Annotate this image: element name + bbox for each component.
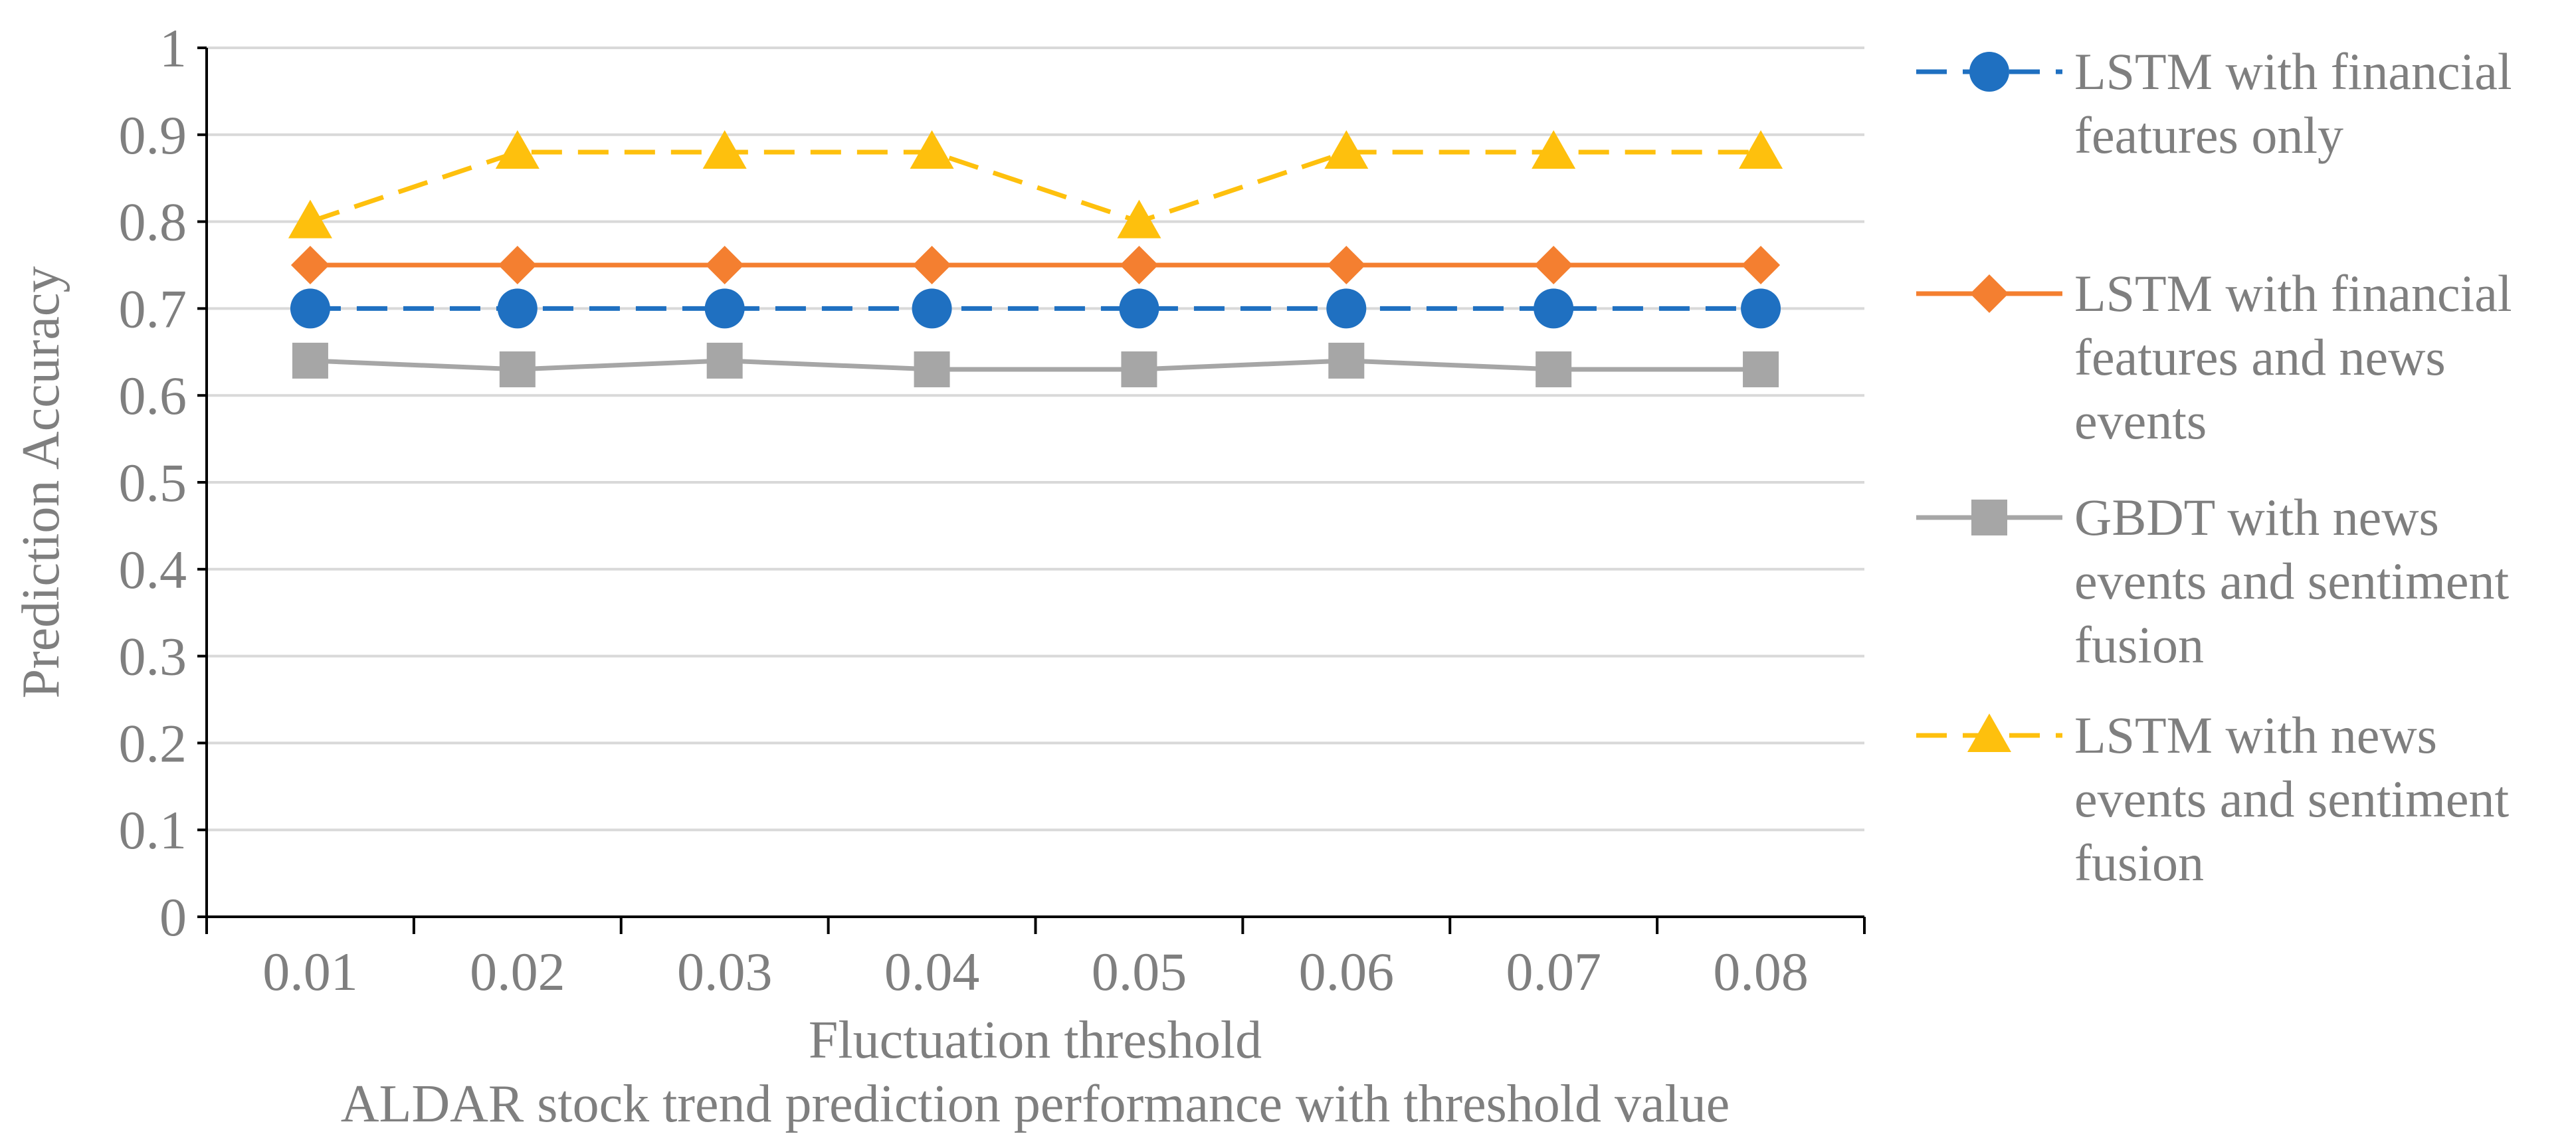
y-tick-label: 0.5 (119, 452, 187, 513)
legend-entry: GBDT with news events and sentiment fusion (1916, 488, 2509, 674)
x-tick-label: 0.07 (1506, 941, 1601, 1002)
y-tick-label: 0 (159, 887, 187, 947)
y-tick-label: 0.1 (119, 800, 187, 860)
y-axis-title: Prediction Accuracy (12, 266, 70, 699)
legend-entry: LSTM with financial features and news even… (1916, 264, 2512, 450)
data-point (1739, 130, 1783, 169)
legend-label: events (2074, 392, 2207, 450)
gridlines (207, 47, 1864, 832)
series-3 (292, 342, 1779, 387)
data-point (1532, 130, 1576, 169)
data-point (1741, 246, 1781, 284)
data-point (1324, 130, 1369, 169)
legend-label: LSTM with news (2074, 706, 2437, 764)
data-point (288, 199, 332, 238)
legend-label: features and news (2074, 328, 2446, 386)
x-tick-label: 0.06 (1299, 941, 1395, 1002)
legend-swatch-marker (1969, 52, 2009, 92)
data-point (912, 246, 951, 284)
series-1 (290, 288, 1781, 329)
x-tick-label: 0.08 (1713, 941, 1809, 1002)
data-point (1117, 199, 1161, 238)
data-point (1536, 351, 1572, 387)
series-line (309, 149, 1761, 225)
data-point (292, 342, 328, 379)
x-tick-label: 0.02 (470, 941, 565, 1002)
data-point (1121, 351, 1157, 387)
data-point (704, 288, 745, 329)
legend-swatch-marker (1967, 714, 2011, 752)
legend-entry: LSTM with financial features only (1916, 43, 2512, 164)
x-tick-label: 0.03 (677, 941, 773, 1002)
data-point (1326, 288, 1367, 329)
legend-swatch-marker (1971, 500, 2007, 535)
legend-label: events and sentiment (2074, 552, 2509, 610)
data-point (497, 288, 538, 329)
series (288, 130, 1783, 387)
data-point (705, 246, 744, 284)
data-point (1534, 288, 1574, 329)
data-point (914, 351, 950, 387)
series-4 (288, 130, 1783, 238)
y-tick-label: 0.8 (119, 192, 187, 252)
series-2 (290, 246, 1781, 284)
data-point (912, 288, 952, 329)
x-tick-label: 0.01 (262, 941, 358, 1002)
axis-ticks: 0 0.1 0.2 0.3 0.4 0.5 0.6 0.7 0.8 0.9 1 0.01 0.02 0.0… (119, 18, 1866, 1002)
legend-swatch-marker (1970, 274, 2009, 313)
data-point (1120, 246, 1159, 284)
y-tick-label: 0.9 (119, 105, 187, 165)
y-tick-label: 0.4 (119, 539, 187, 600)
data-point (499, 351, 536, 387)
legend-label: events and sentiment (2074, 770, 2509, 828)
data-point (495, 130, 540, 169)
data-point (290, 246, 330, 284)
x-tick-label: 0.05 (1092, 941, 1187, 1002)
legend-label: features only (2074, 106, 2343, 164)
legend-label: LSTM with financial (2074, 43, 2512, 100)
y-tick-label: 0.6 (119, 365, 187, 426)
legend-label: fusion (2074, 616, 2204, 674)
y-tick-label: 0.7 (119, 278, 187, 339)
data-point (702, 130, 747, 169)
data-point (910, 130, 954, 169)
y-tick-label: 0.3 (119, 626, 187, 687)
data-point (1534, 246, 1573, 284)
y-tick-label: 0.2 (119, 713, 187, 773)
data-point (290, 288, 330, 329)
legend-label: GBDT with news (2074, 488, 2439, 546)
data-point (1741, 288, 1781, 329)
x-axis-title: Fluctuation threshold (809, 1011, 1262, 1070)
data-point (1327, 246, 1366, 284)
legend-label: LSTM with financial (2074, 264, 2512, 322)
data-point (1328, 342, 1365, 379)
legend-label: fusion (2074, 834, 2204, 892)
x-tick-label: 0.04 (884, 941, 980, 1002)
data-point (1119, 288, 1159, 329)
data-point (706, 342, 743, 379)
y-tick-label: 1 (159, 18, 187, 78)
series-line (310, 358, 1761, 372)
data-point (498, 246, 537, 284)
chart-title: ALDAR stock trend prediction performance… (341, 1075, 1730, 1133)
data-point (1743, 351, 1779, 387)
legend-entry: LSTM with news events and sentiment fusion (1916, 706, 2509, 892)
